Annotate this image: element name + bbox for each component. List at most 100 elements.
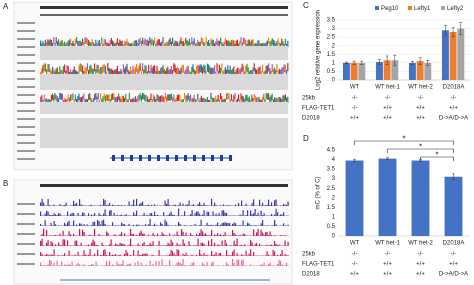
coverage [220,37,222,45]
genotype-cell: -/- [451,96,457,102]
coverage [190,42,192,49]
coverage [218,40,220,48]
legend-swatch [441,6,445,10]
signal [263,225,265,226]
coverage [202,66,204,75]
signal [281,235,283,236]
signal [173,204,175,206]
signal [172,214,174,216]
signal [74,240,76,246]
coverage [176,66,178,75]
coverage [142,37,144,45]
coverage [170,41,172,48]
coverage [149,98,151,106]
signal [82,264,84,266]
signal [155,261,157,266]
coverage [251,94,253,102]
signal [158,240,160,246]
signal [124,233,126,236]
signal [235,234,237,236]
signal [254,209,256,216]
coverage [280,97,282,105]
signal [185,232,187,236]
signal [287,241,289,246]
signal [185,252,187,256]
signal [188,200,190,206]
signal [79,264,81,266]
y-tick-label: 1.5 [327,205,336,211]
signal [134,205,136,206]
signal [250,225,252,226]
signal [46,210,48,216]
signal [130,228,132,236]
coverage [79,40,81,48]
genotype-cell: +/+ [383,106,392,112]
signal [179,202,181,206]
coverage [167,41,169,49]
signal [154,235,156,236]
signal [41,253,43,256]
signal [206,211,208,216]
coverage [277,97,279,104]
coverage [76,37,78,44]
signal [94,241,96,246]
signal [248,223,250,226]
error-bar [459,22,463,35]
coverage [185,69,187,78]
signal [47,264,49,266]
signal [179,244,181,246]
signal [178,245,180,246]
coverage [49,39,51,46]
signal [245,215,247,216]
coverage [138,39,140,46]
track-label [17,263,35,265]
coverage [55,37,57,44]
coverage [139,93,141,100]
genotype-cell: -/- [352,252,358,258]
coverage [233,95,235,102]
signal [212,254,214,256]
coverage [229,42,231,49]
signal [232,229,234,236]
legend-label: Peg10 [381,6,399,12]
signal [230,205,232,206]
error-bar [360,60,364,65]
signal [172,265,174,266]
signal [103,213,105,216]
signal [53,221,55,226]
coverage [166,42,168,49]
coverage [281,38,283,45]
signal [238,259,240,266]
bar [416,61,424,80]
signal [145,253,147,256]
signal [223,222,225,226]
signal [119,205,121,206]
signal [200,242,202,246]
y-tick-label: 2 [332,195,336,201]
coverage [203,97,205,105]
signal [166,215,168,216]
signal [245,250,247,256]
coverage [50,39,52,47]
coverage [258,96,260,104]
signal [62,205,64,206]
y-tick-label: 4 [332,157,336,163]
signal [218,235,220,236]
signal [190,245,192,246]
signal [94,205,96,206]
signal [62,230,64,236]
coverage [70,38,72,45]
signal [46,229,48,236]
signal [173,214,175,216]
signal [109,244,111,246]
exon [121,155,124,161]
coverage [88,69,90,78]
coverage [110,37,112,45]
signal [212,245,214,246]
coverage [132,97,134,105]
signal [73,213,75,216]
coverage [210,92,212,100]
signal [142,233,144,236]
coverage [101,37,103,44]
signal [232,223,234,226]
